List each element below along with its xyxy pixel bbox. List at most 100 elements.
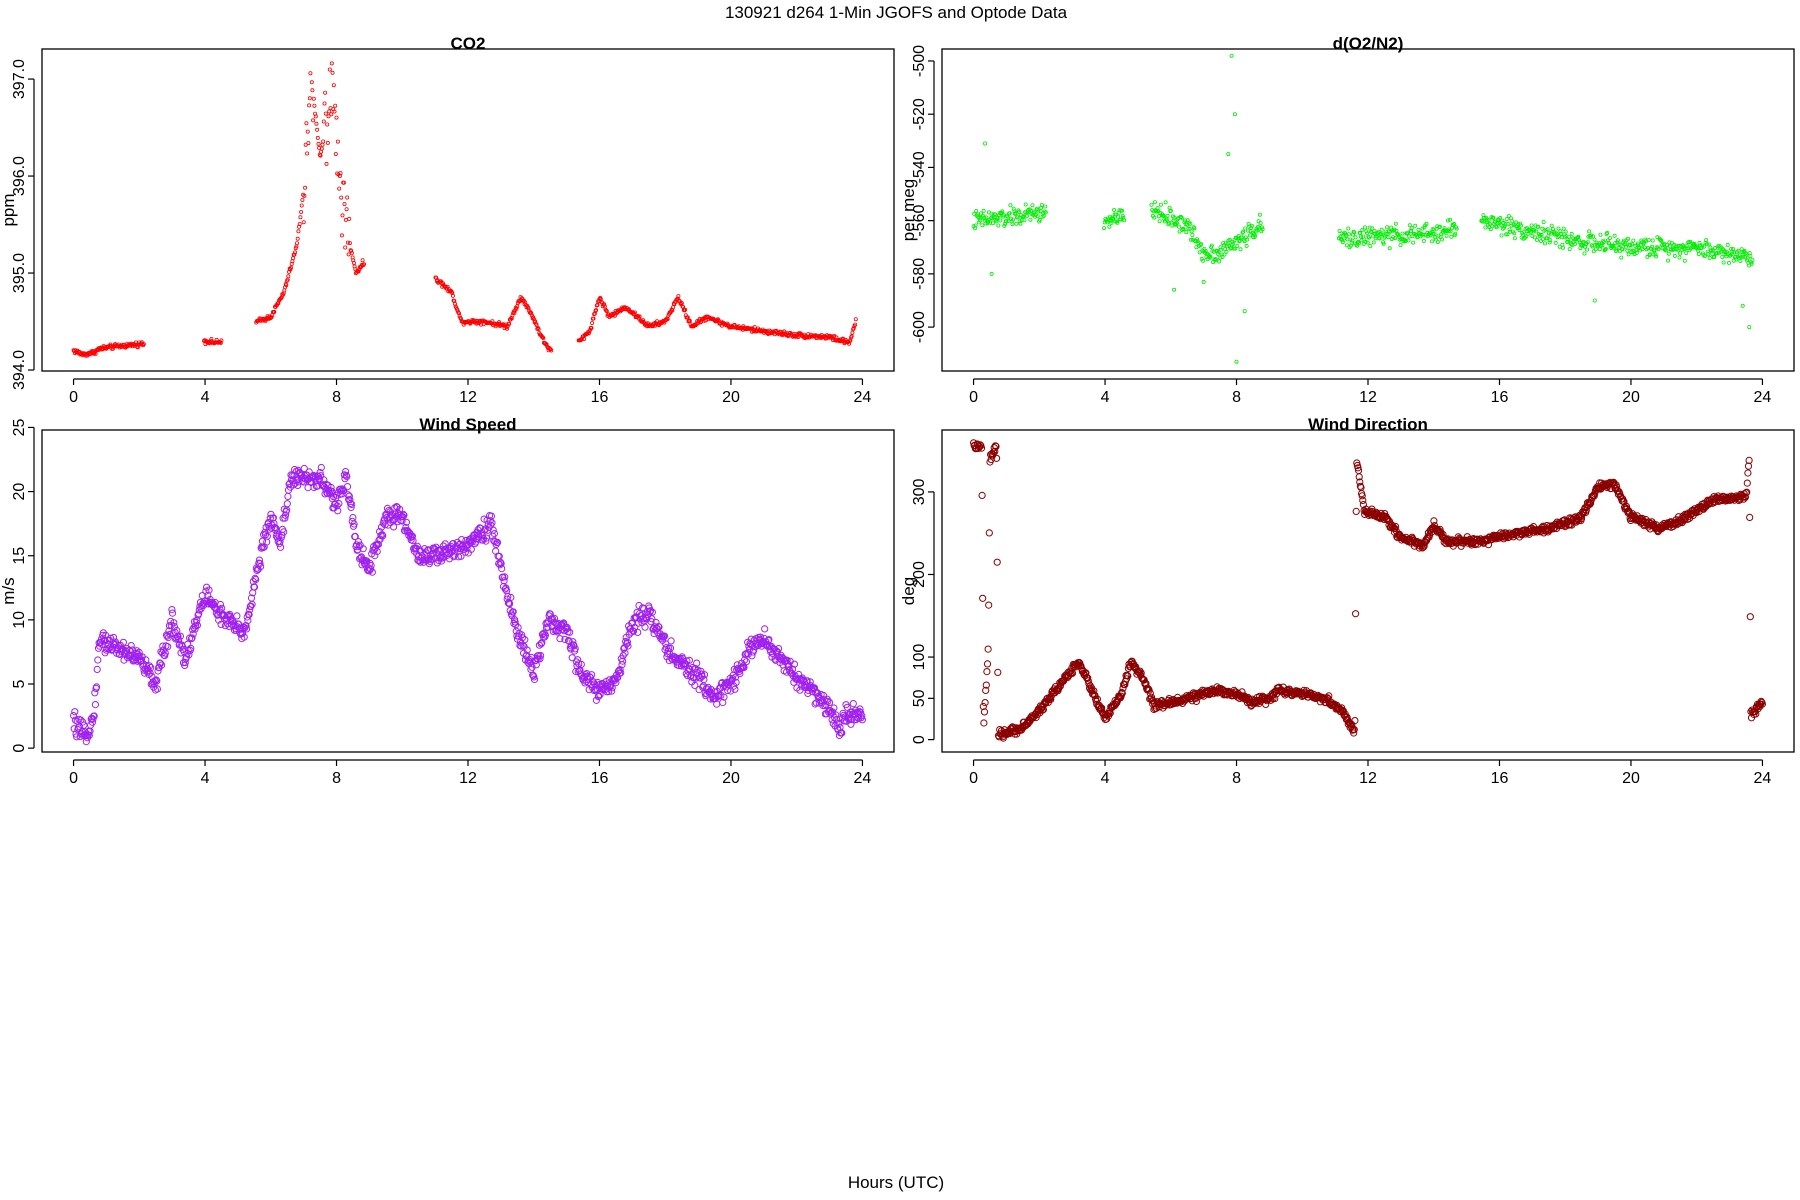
data-point — [293, 476, 301, 484]
data-point — [1163, 200, 1168, 205]
x-tick-label: 0 — [69, 770, 78, 787]
data-point — [521, 656, 530, 664]
data-point — [1043, 204, 1048, 209]
data-point — [1110, 217, 1115, 222]
data-point — [486, 517, 494, 525]
data-point — [1241, 229, 1246, 234]
data-point — [1615, 238, 1620, 243]
data-point — [1192, 226, 1197, 231]
data-point — [317, 463, 325, 472]
data-point — [334, 507, 342, 515]
data-point — [590, 320, 595, 325]
x-tick-label: 0 — [69, 389, 78, 406]
data-point — [1257, 225, 1262, 230]
data-point — [1732, 250, 1737, 255]
data-point — [379, 532, 387, 540]
data-point — [316, 469, 324, 477]
data-point — [1035, 214, 1040, 219]
data-point — [413, 542, 421, 550]
data-point — [1245, 237, 1250, 242]
data-point — [168, 609, 177, 617]
data-point — [258, 543, 266, 551]
data-point — [367, 562, 375, 570]
data-point — [1379, 227, 1384, 232]
data-point — [154, 667, 162, 675]
data-point — [136, 652, 144, 661]
data-point — [1750, 257, 1755, 262]
data-point — [632, 310, 637, 315]
data-point — [719, 698, 727, 707]
data-point — [1358, 230, 1363, 235]
data-point — [1506, 214, 1511, 219]
data-point — [280, 528, 288, 536]
x-tick-label: 12 — [1359, 770, 1377, 787]
data-point — [307, 103, 312, 108]
data-point — [1415, 234, 1420, 239]
data-point — [436, 553, 444, 561]
data-point — [1199, 242, 1204, 247]
data-point — [648, 608, 656, 616]
data-point — [1368, 243, 1373, 248]
data-point — [269, 315, 274, 320]
data-point — [1255, 228, 1260, 233]
data-point — [1346, 226, 1351, 231]
data-point — [635, 601, 643, 610]
data-point — [1168, 208, 1173, 213]
data-point — [594, 693, 602, 701]
data-point — [1727, 260, 1732, 265]
data-point — [305, 129, 310, 134]
data-point — [1547, 240, 1552, 245]
data-point — [191, 625, 199, 633]
data-point — [193, 621, 201, 629]
data-point — [355, 542, 363, 551]
data-point — [1628, 242, 1633, 247]
data-point — [354, 538, 362, 546]
data-point — [356, 269, 361, 274]
data-point — [297, 221, 302, 226]
data-point — [1729, 252, 1734, 257]
data-point — [1524, 234, 1529, 239]
data-point — [1672, 253, 1677, 258]
y-tick-label: 300 — [911, 478, 928, 505]
data-point — [1650, 238, 1655, 243]
data-point — [1122, 218, 1127, 223]
data-point — [1628, 246, 1633, 251]
data-point — [1220, 254, 1225, 259]
data-point — [71, 716, 80, 724]
data-point — [984, 645, 992, 653]
data-point-outlier — [983, 141, 988, 146]
data-point — [193, 616, 201, 624]
data-point — [1598, 232, 1603, 237]
data-point — [1413, 223, 1418, 228]
data-point — [351, 258, 356, 263]
data-point — [182, 653, 191, 661]
data-point — [691, 681, 699, 690]
data-point — [300, 197, 305, 202]
data-point — [174, 632, 182, 640]
data-point — [1706, 242, 1711, 247]
data-point — [530, 673, 538, 681]
data-point — [1631, 238, 1636, 243]
data-point — [1545, 227, 1550, 232]
data-point — [974, 208, 979, 213]
data-point — [1043, 210, 1048, 215]
data-point — [331, 500, 339, 508]
data-point — [1486, 218, 1491, 223]
panel-title-co2: CO2 — [451, 34, 486, 53]
data-point — [1454, 226, 1459, 231]
x-tick-label: 16 — [591, 389, 609, 406]
data-point — [497, 560, 505, 568]
data-point — [1260, 227, 1265, 232]
data-point — [1553, 240, 1558, 245]
data-point — [498, 565, 506, 573]
data-point — [847, 720, 855, 728]
data-point — [224, 611, 232, 620]
data-point — [1538, 232, 1543, 237]
data-point — [1605, 230, 1610, 235]
data-point — [1407, 234, 1412, 239]
data-point — [408, 533, 416, 541]
data-point — [1607, 236, 1612, 241]
data-point — [1741, 254, 1746, 259]
data-point — [509, 608, 517, 616]
data-point — [550, 614, 559, 623]
